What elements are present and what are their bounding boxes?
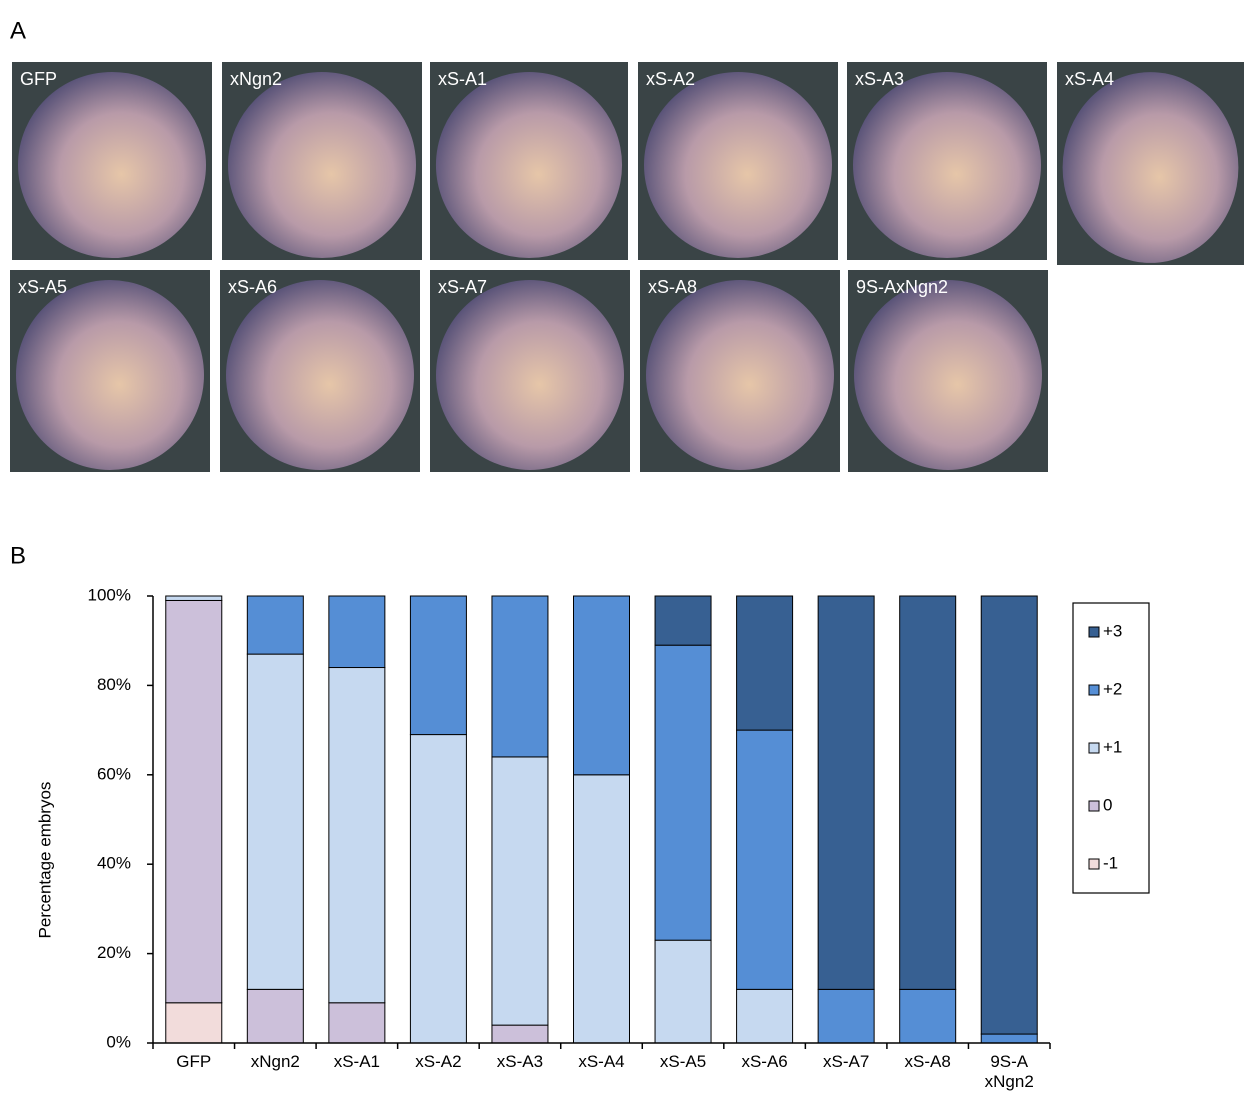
bar-segment bbox=[409, 595, 467, 736]
embryo bbox=[228, 71, 416, 259]
x-tick-label: 9S-A xNgn2 bbox=[985, 1052, 1034, 1091]
embryo bbox=[435, 71, 623, 259]
embryo bbox=[18, 71, 206, 259]
legend-label: -1 bbox=[1103, 853, 1118, 872]
embryo bbox=[436, 280, 624, 470]
bar-segment bbox=[654, 644, 712, 941]
bar-segment bbox=[654, 939, 712, 1044]
photo-label: xS-A8 bbox=[648, 277, 697, 297]
legend-label: +3 bbox=[1103, 621, 1122, 640]
x-tick-label: xS-A7 bbox=[823, 1052, 869, 1071]
y-tick-label: 0% bbox=[106, 1032, 131, 1051]
bar-segment bbox=[980, 595, 1038, 1035]
bar-segment bbox=[817, 988, 875, 1044]
photo-label: xS-A3 bbox=[855, 69, 904, 89]
x-tick-label: xS-A1 bbox=[334, 1052, 380, 1071]
bar-segment bbox=[165, 595, 223, 601]
bar-segment bbox=[491, 756, 549, 1026]
bar-segment bbox=[736, 595, 794, 731]
photo-label: xS-A6 bbox=[228, 277, 277, 297]
x-tick-label: xS-A3 bbox=[497, 1052, 543, 1071]
y-axis-label: Percentage embryos bbox=[35, 782, 54, 939]
y-tick-label: 40% bbox=[97, 854, 131, 873]
legend-label: 0 bbox=[1103, 795, 1112, 814]
photo-label: 9S-AxNgn2 bbox=[856, 277, 948, 297]
bar-segment bbox=[899, 988, 957, 1044]
embryo bbox=[16, 280, 204, 470]
bar-segment bbox=[736, 988, 794, 1044]
legend-swatch bbox=[1088, 626, 1100, 638]
y-tick-label: 60% bbox=[97, 764, 131, 783]
photo-label: xS-A2 bbox=[646, 69, 695, 89]
bar-segment bbox=[899, 595, 957, 990]
bar-segment bbox=[165, 599, 223, 1004]
photo-label: GFP bbox=[20, 69, 57, 89]
bar-segment bbox=[246, 653, 304, 990]
bar-segment bbox=[817, 595, 875, 990]
x-tick-label: xNgn2 bbox=[251, 1052, 300, 1071]
embryo bbox=[854, 280, 1042, 470]
legend-box bbox=[1072, 602, 1150, 894]
bar-segment bbox=[246, 988, 304, 1044]
y-tick-label: 80% bbox=[97, 675, 131, 694]
legend-swatch bbox=[1088, 800, 1100, 812]
x-tick-label: xS-A5 bbox=[660, 1052, 706, 1071]
embryo bbox=[226, 280, 414, 470]
bar-segment bbox=[491, 595, 549, 758]
panel-label: B bbox=[10, 542, 26, 569]
legend-swatch bbox=[1088, 858, 1100, 870]
bar-segment bbox=[409, 734, 467, 1044]
legend-label: +2 bbox=[1103, 679, 1122, 698]
bar-segment bbox=[654, 595, 712, 646]
bar-segment bbox=[328, 595, 386, 669]
embryo bbox=[1062, 72, 1239, 263]
photo-label: xS-A4 bbox=[1065, 69, 1114, 89]
bar-segment bbox=[328, 667, 386, 1004]
bar-segment bbox=[736, 729, 794, 990]
bar-segment bbox=[980, 1033, 1038, 1044]
photo-label: xS-A5 bbox=[18, 277, 67, 297]
y-tick-label: 100% bbox=[88, 585, 131, 604]
bar-segment bbox=[328, 1002, 386, 1044]
legend-label: +1 bbox=[1103, 737, 1122, 756]
bar-segment bbox=[491, 1024, 549, 1044]
x-tick-label: xS-A8 bbox=[905, 1052, 951, 1071]
panel-label: A bbox=[10, 17, 26, 44]
legend-swatch bbox=[1088, 742, 1100, 754]
bar-segment bbox=[246, 595, 304, 655]
x-tick-label: xS-A6 bbox=[741, 1052, 787, 1071]
embryo bbox=[646, 280, 834, 470]
photo-label: xS-A1 bbox=[438, 69, 487, 89]
x-tick-label: xS-A2 bbox=[415, 1052, 461, 1071]
bar-segment bbox=[573, 595, 630, 776]
bar-segment bbox=[165, 1002, 223, 1044]
y-tick-label: 20% bbox=[97, 943, 131, 962]
x-tick-label: xS-A4 bbox=[578, 1052, 624, 1071]
legend-swatch bbox=[1088, 684, 1100, 696]
photo-label: xNgn2 bbox=[230, 69, 282, 89]
photo-label: xS-A7 bbox=[438, 277, 487, 297]
bar-segment bbox=[573, 774, 630, 1044]
embryo bbox=[644, 71, 832, 259]
embryo bbox=[853, 71, 1041, 259]
x-tick-label: GFP bbox=[176, 1052, 211, 1071]
